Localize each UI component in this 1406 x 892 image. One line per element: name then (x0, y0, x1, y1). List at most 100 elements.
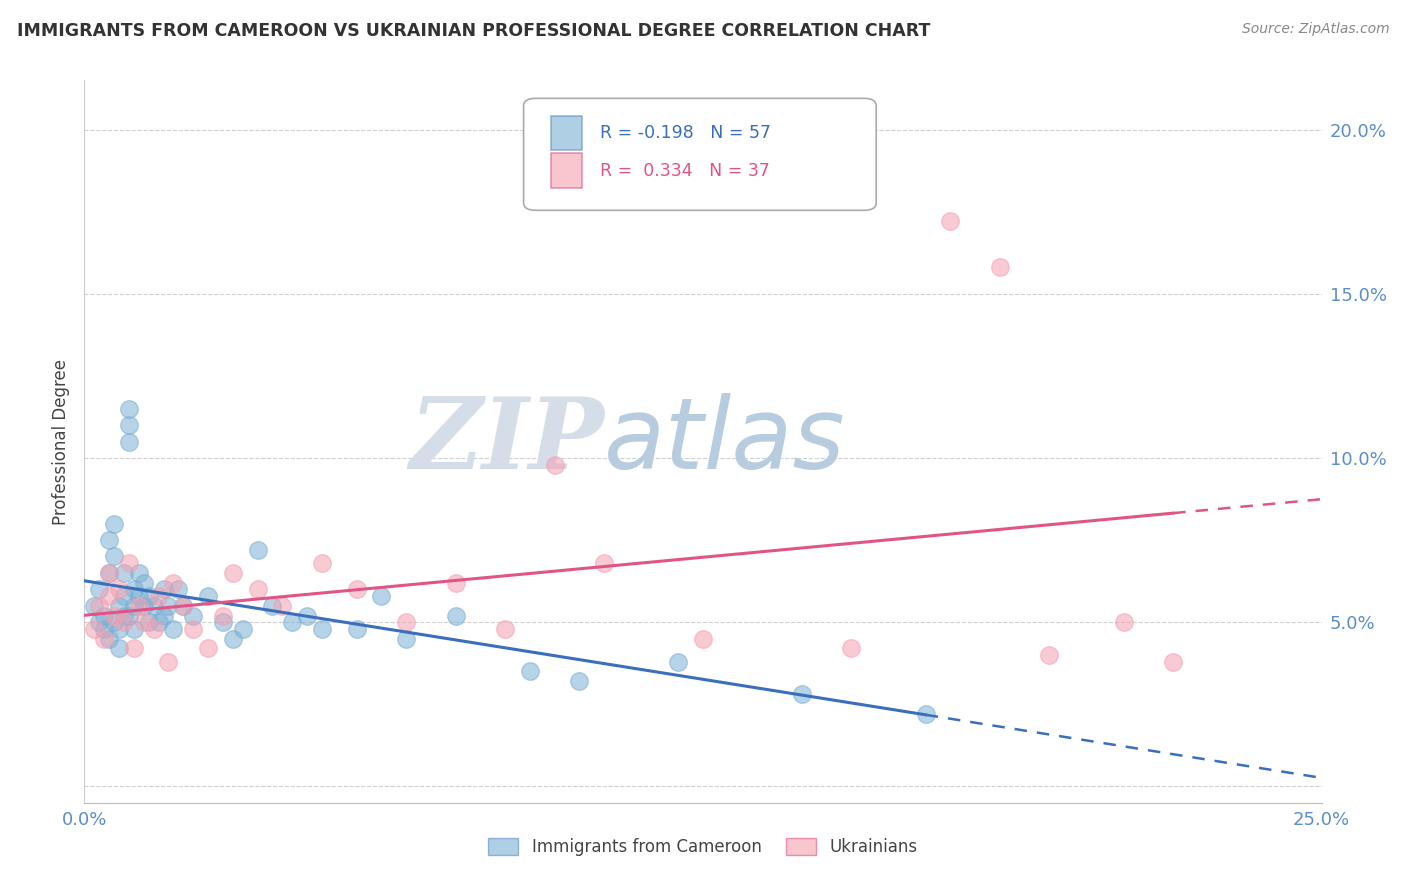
Point (172, 599, 194, 613)
Point (112, 615, 135, 630)
Point (162, 622, 184, 636)
Point (167, 582, 190, 597)
Point (212, 608, 235, 623)
Point (108, 582, 131, 597)
Point (138, 589, 160, 603)
Point (142, 622, 165, 636)
Point (132, 575, 155, 590)
Point (122, 582, 145, 597)
Point (841, 641, 863, 656)
Point (118, 556, 141, 570)
Point (271, 599, 294, 613)
Point (148, 589, 170, 603)
Point (262, 599, 284, 613)
Point (543, 458, 565, 472)
Point (162, 575, 184, 590)
Point (346, 582, 368, 597)
Point (494, 622, 516, 636)
Point (1038, 648, 1060, 662)
Point (89, 615, 111, 630)
Point (89, 582, 111, 597)
Point (519, 665, 541, 679)
Point (692, 632, 714, 646)
Point (311, 556, 333, 570)
Y-axis label: Professional Degree: Professional Degree (52, 359, 70, 524)
Text: Source: ZipAtlas.com: Source: ZipAtlas.com (1241, 22, 1389, 37)
Point (593, 556, 616, 570)
Point (122, 622, 145, 636)
Point (112, 566, 135, 580)
FancyBboxPatch shape (523, 98, 876, 211)
Point (89, 599, 111, 613)
Point (232, 622, 254, 636)
Point (197, 589, 219, 603)
Point (112, 589, 135, 603)
Point (246, 542, 269, 557)
Point (108, 599, 131, 613)
Point (444, 608, 467, 623)
Point (108, 622, 131, 636)
Text: R = -0.198   N = 57: R = -0.198 N = 57 (600, 124, 772, 142)
Point (93, 608, 115, 623)
Point (118, 401, 141, 416)
Legend: Immigrants from Cameroon, Ukrainians: Immigrants from Cameroon, Ukrainians (481, 831, 925, 863)
Text: R =  0.334   N = 37: R = 0.334 N = 37 (600, 161, 770, 179)
Point (246, 582, 269, 597)
Point (222, 566, 245, 580)
Point (132, 599, 155, 613)
Point (103, 549, 125, 564)
Point (197, 641, 219, 656)
Text: atlas: atlas (605, 393, 845, 490)
Point (138, 615, 160, 630)
Point (346, 622, 368, 636)
FancyBboxPatch shape (551, 153, 582, 188)
Point (118, 608, 141, 623)
Point (128, 566, 150, 580)
Text: IMMIGRANTS FROM CAMEROON VS UKRAINIAN PROFESSIONAL DEGREE CORRELATION CHART: IMMIGRANTS FROM CAMEROON VS UKRAINIAN PR… (17, 22, 931, 40)
Point (157, 655, 180, 669)
Point (132, 615, 155, 630)
Point (568, 674, 591, 689)
Point (152, 608, 174, 623)
Point (83, 599, 105, 613)
Point (222, 632, 245, 646)
Point (212, 615, 235, 630)
Point (311, 622, 333, 636)
Point (444, 575, 467, 590)
Point (988, 260, 1011, 275)
Point (939, 214, 962, 228)
Point (295, 608, 318, 623)
Point (142, 599, 165, 613)
Point (157, 599, 180, 613)
Point (118, 434, 141, 449)
Point (128, 599, 150, 613)
Point (108, 641, 131, 656)
Point (666, 655, 689, 669)
Point (172, 599, 194, 613)
Point (118, 418, 141, 433)
Point (122, 641, 145, 656)
Point (83, 622, 105, 636)
Point (98, 566, 121, 580)
Text: ZIP: ZIP (409, 393, 605, 490)
Point (93, 622, 115, 636)
Point (98, 589, 121, 603)
Point (1112, 615, 1135, 630)
Point (152, 582, 174, 597)
Point (103, 615, 125, 630)
Point (790, 687, 813, 701)
Point (122, 599, 145, 613)
Point (148, 615, 170, 630)
Point (98, 632, 121, 646)
Point (103, 516, 125, 531)
FancyBboxPatch shape (551, 116, 582, 151)
Point (1161, 655, 1184, 669)
Point (281, 615, 304, 630)
Point (93, 632, 115, 646)
Point (395, 632, 418, 646)
Point (181, 622, 204, 636)
Point (181, 608, 204, 623)
Point (103, 608, 125, 623)
Point (395, 615, 418, 630)
Point (112, 608, 135, 623)
